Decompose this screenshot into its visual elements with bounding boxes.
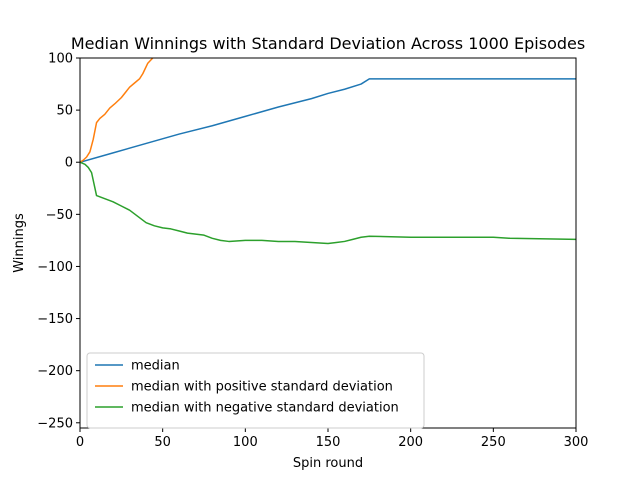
y-tick-label: −100 bbox=[37, 260, 73, 275]
chart-title: Median Winnings with Standard Deviation … bbox=[71, 34, 585, 53]
y-tick-label: −50 bbox=[46, 208, 73, 223]
x-tick-label: 250 bbox=[481, 435, 506, 450]
legend-label-1: median with positive standard deviation bbox=[131, 380, 393, 395]
y-axis-label: Winnings bbox=[12, 213, 27, 273]
series-line-1 bbox=[80, 58, 154, 163]
x-tick-label: 300 bbox=[564, 435, 589, 450]
x-tick-label: 200 bbox=[398, 435, 423, 450]
y-tick-label: 100 bbox=[48, 52, 73, 67]
series-line-0 bbox=[80, 78, 576, 163]
y-tick-label: −150 bbox=[37, 312, 73, 327]
y-tick-label: 50 bbox=[56, 104, 73, 119]
y-tick-label: 0 bbox=[65, 156, 73, 171]
legend-box bbox=[86, 352, 425, 429]
series-line-2 bbox=[80, 161, 576, 245]
y-tick-label: −250 bbox=[37, 416, 73, 431]
x-axis-label: Spin round bbox=[293, 456, 363, 471]
y-tick-label: −200 bbox=[37, 364, 73, 379]
x-tick-label: 150 bbox=[316, 435, 341, 450]
legend-label-0: median bbox=[131, 359, 180, 374]
x-tick-label: 100 bbox=[233, 435, 258, 450]
x-tick-label: 0 bbox=[76, 435, 84, 450]
legend-label-2: median with negative standard deviation bbox=[131, 401, 399, 416]
x-tick-label: 50 bbox=[154, 435, 171, 450]
